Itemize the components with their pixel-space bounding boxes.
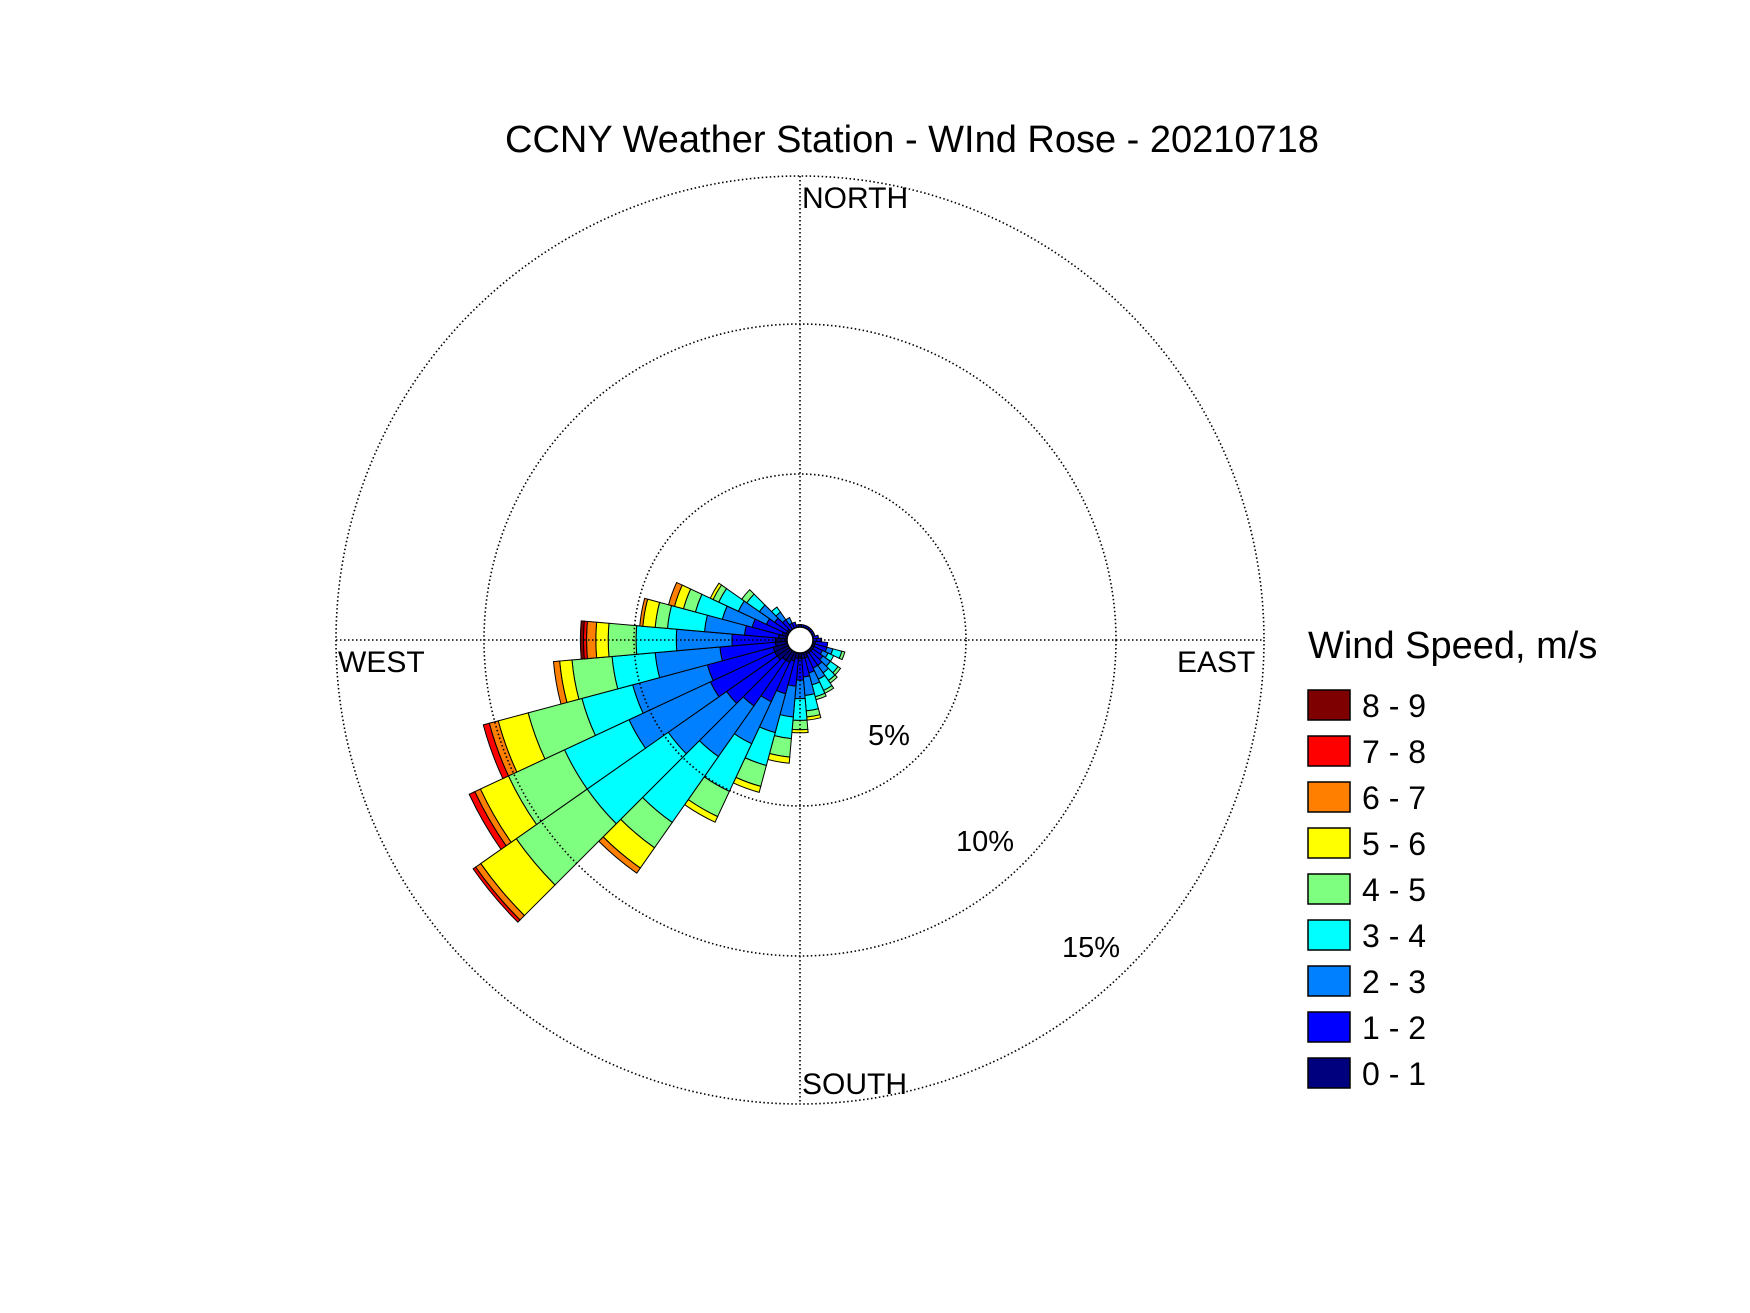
wind-sectors [468,581,846,923]
legend-swatch [1307,965,1351,997]
sector-260-bin-6 [552,660,568,705]
legend-label: 0 - 1 [1362,1056,1426,1092]
legend-label: 5 - 6 [1362,826,1426,862]
direction-label-east: EAST [1177,646,1255,679]
ring-label-15: 15% [1062,932,1120,964]
legend: 8 - 9 7 - 8 6 - 7 5 - 6 4 - 5 3 - 4 2 - 3 1 - 2… [1307,688,1426,1092]
sector-310-bin-4 [741,588,755,604]
sector-110-bin-4 [838,650,846,661]
ring-label-5: 5% [868,720,910,752]
legend-swatch [1307,1011,1351,1043]
direction-label-south: SOUTH [802,1068,907,1101]
ring-label-10: 10% [956,826,1014,858]
sector-330-bin-2 [785,616,793,626]
legend-label: 3 - 4 [1362,918,1426,954]
sector-230-bin-7 [472,866,521,923]
direction-label-north: NORTH [802,182,908,215]
ring-5-percent [633,473,967,807]
legend-label: 2 - 3 [1362,964,1426,1000]
sector-300-bin-5 [709,582,723,601]
sector-290-bin-6 [667,581,683,607]
legend-swatch [1307,689,1351,721]
sector-240-bin-7 [468,790,507,851]
legend-swatch [1307,827,1351,859]
legend-swatch [1307,781,1351,813]
sector-250-bin-7 [482,722,510,780]
direction-label-west: WEST [338,646,425,679]
sector-280-bin-6 [639,597,649,627]
legend-title: Wind Speed, m/s [1308,625,1597,667]
legend-swatch [1307,919,1351,951]
legend-swatch [1307,1057,1351,1089]
sector-270-bin-8 [579,620,585,660]
legend-swatch [1307,873,1351,905]
sector-320-bin-3 [770,606,782,617]
legend-swatch [1307,735,1351,767]
legend-label: 4 - 5 [1362,872,1426,908]
legend-label: 7 - 8 [1362,734,1426,770]
sector-270-bin-5 [595,621,610,659]
calm-center [786,626,814,654]
legend-label: 6 - 7 [1362,780,1426,816]
chart-title: CCNY Weather Station - WInd Rose - 20210… [505,119,1319,161]
legend-label: 1 - 2 [1362,1010,1426,1046]
legend-label: 8 - 9 [1362,688,1426,724]
